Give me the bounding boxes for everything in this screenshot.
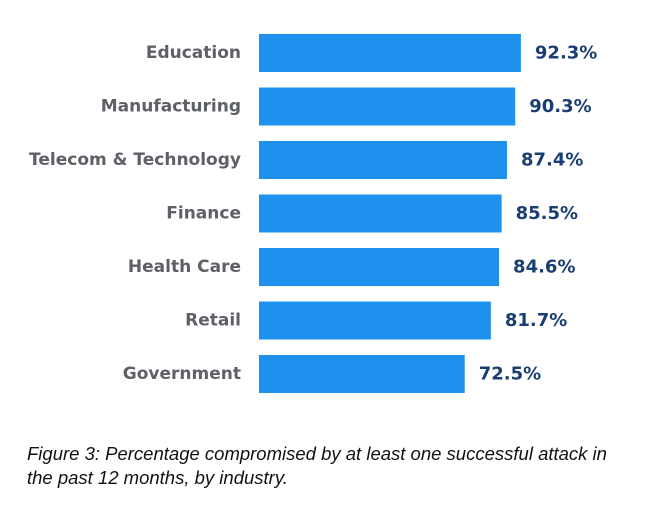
value-label-education: 92.3% xyxy=(535,43,597,64)
bar-telecom-and-technology xyxy=(259,141,507,179)
bar-government xyxy=(259,355,465,393)
category-label-telecom-and-technology: Telecom & Technology xyxy=(29,150,241,170)
bar-finance xyxy=(259,194,502,233)
category-label-manufacturing: Manufacturing xyxy=(101,97,241,117)
category-label-education: Education xyxy=(146,43,241,63)
value-label-retail: 81.7% xyxy=(505,310,567,331)
category-label-retail: Retail xyxy=(185,311,241,331)
category-label-finance: Finance xyxy=(166,204,241,224)
bar-retail xyxy=(259,301,491,340)
value-label-government: 72.5% xyxy=(479,364,541,385)
bar-health-care xyxy=(259,248,500,286)
bar-education xyxy=(259,34,521,72)
category-label-health-care: Health Care xyxy=(128,257,241,277)
value-label-telecom-and-technology: 87.4% xyxy=(521,150,583,171)
bar-manufacturing xyxy=(259,87,516,126)
category-label-government: Government xyxy=(123,364,241,384)
value-label-health-care: 84.6% xyxy=(513,257,575,278)
value-label-finance: 85.5% xyxy=(516,203,578,224)
value-label-manufacturing: 90.3% xyxy=(529,96,591,117)
bar-chart: Education 92.3% Manufacturing 90.3% Telecom … xyxy=(29,34,597,393)
figure-caption: Figure 3: Percentage compromised by at l… xyxy=(27,443,607,488)
